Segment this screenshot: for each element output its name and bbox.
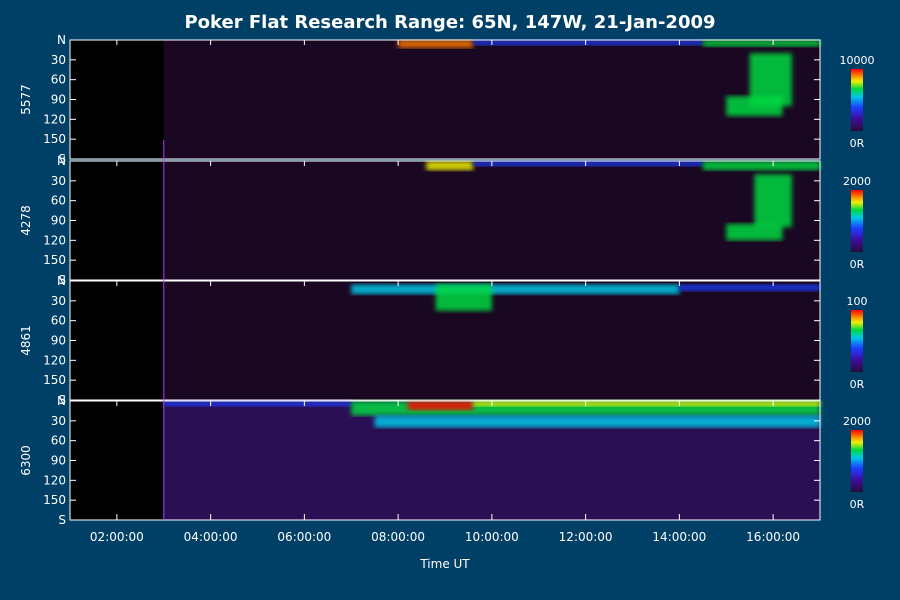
emission-feature bbox=[163, 401, 352, 407]
y-tick-label: 90 bbox=[51, 214, 66, 228]
y-tick-label: 120 bbox=[43, 353, 66, 367]
emission-feature bbox=[702, 161, 820, 171]
emission-feature bbox=[426, 161, 474, 171]
y-tick-label: 120 bbox=[43, 112, 66, 126]
x-tick-label: 06:00:00 bbox=[277, 530, 331, 544]
y-tick-label: 30 bbox=[51, 174, 66, 188]
emission-feature bbox=[473, 161, 703, 167]
panel-4861: N 30 60 90 120 150 S 4861 bbox=[19, 274, 821, 407]
panel-6300: N 30 60 90 120 150 S 6300 bbox=[19, 394, 821, 527]
panel-ylabel: 4278 bbox=[19, 205, 33, 236]
colorbar-gradient bbox=[851, 430, 863, 492]
y-tick-label: 120 bbox=[43, 473, 66, 487]
colorbar-4861: 100 0R bbox=[847, 295, 868, 391]
y-tick-label: S bbox=[58, 393, 66, 407]
panel-5577: N 30 60 90 120 150 S 5577 bbox=[19, 33, 821, 166]
emission-feature bbox=[726, 223, 783, 241]
y-tick-label: 30 bbox=[51, 294, 66, 308]
y-tick-label: N bbox=[57, 154, 66, 168]
y-tick-label: 30 bbox=[51, 414, 66, 428]
colorbar-6300: 2000 0R bbox=[843, 415, 871, 511]
emission-feature bbox=[754, 174, 792, 228]
y-tick-label: 30 bbox=[51, 53, 66, 67]
panel-ylabel: 5577 bbox=[19, 84, 33, 115]
colorbar-max-label: 2000 bbox=[843, 175, 871, 188]
y-tick-label: 150 bbox=[43, 373, 66, 387]
colorbar-gradient bbox=[851, 310, 863, 372]
emission-feature bbox=[679, 284, 820, 291]
y-tick-label: 90 bbox=[51, 93, 66, 107]
y-tick-label: N bbox=[57, 33, 66, 47]
y-tick-label: 60 bbox=[51, 434, 66, 448]
emission-feature bbox=[351, 284, 680, 295]
chart-title: Poker Flat Research Range: 65N, 147W, 21… bbox=[184, 12, 715, 33]
y-tick-label: N bbox=[57, 394, 66, 408]
y-tick-label: 150 bbox=[43, 253, 66, 267]
colorbar-max-label: 100 bbox=[847, 295, 868, 308]
emission-feature bbox=[435, 284, 492, 311]
y-tick-label: S bbox=[58, 513, 66, 527]
panel-faint-emission bbox=[163, 161, 820, 280]
emission-feature bbox=[726, 96, 783, 117]
panel-4278: N 30 60 90 120 150 S 4278 bbox=[19, 154, 821, 287]
emission-feature bbox=[398, 40, 474, 48]
x-tick-label: 14:00:00 bbox=[652, 530, 706, 544]
x-tick-label: 10:00:00 bbox=[465, 530, 519, 544]
colorbar-5577: 10000 0R bbox=[840, 54, 875, 150]
colorbar-min-label: 0R bbox=[850, 378, 865, 391]
x-tick-label: 02:00:00 bbox=[90, 530, 144, 544]
emission-feature bbox=[702, 40, 820, 47]
y-tick-label: 120 bbox=[43, 233, 66, 247]
panel-ylabel: 4861 bbox=[19, 325, 33, 356]
y-tick-label: S bbox=[58, 152, 66, 166]
y-tick-label: 60 bbox=[51, 73, 66, 87]
panel-ylabel: 6300 bbox=[19, 445, 33, 476]
colorbar-gradient bbox=[851, 190, 863, 252]
colorbar-min-label: 0R bbox=[850, 498, 865, 511]
y-tick-label: 90 bbox=[51, 454, 66, 468]
emission-feature bbox=[473, 40, 703, 46]
y-tick-label: 60 bbox=[51, 194, 66, 208]
x-axis: 02:00:00 04:00:00 06:00:00 08:00:00 10:00:00… bbox=[90, 40, 800, 544]
colorbar-gradient bbox=[851, 69, 863, 131]
emission-feature bbox=[473, 401, 820, 407]
y-tick-label: 150 bbox=[43, 493, 66, 507]
y-tick-label: N bbox=[57, 274, 66, 288]
colorbar-max-label: 10000 bbox=[840, 54, 875, 67]
emission-feature bbox=[407, 401, 474, 411]
y-tick-label: 150 bbox=[43, 132, 66, 146]
panels: N 30 60 90 120 150 S 5577 N 30 60 90 120 150 S 4278 N 30 6… bbox=[19, 33, 821, 527]
x-tick-label: 16:00:00 bbox=[746, 530, 800, 544]
y-tick-label: 90 bbox=[51, 334, 66, 348]
colorbars: 10000 0R 2000 0R 100 0R 2000 0R bbox=[840, 54, 875, 511]
x-tick-label: 12:00:00 bbox=[559, 530, 613, 544]
colorbar-min-label: 0R bbox=[850, 137, 865, 150]
x-axis-label: Time UT bbox=[419, 557, 470, 571]
y-tick-label: S bbox=[58, 273, 66, 287]
colorbar-max-label: 2000 bbox=[843, 415, 871, 428]
colorbar-4278: 2000 0R bbox=[843, 175, 871, 271]
y-tick-label: 60 bbox=[51, 314, 66, 328]
colorbar-min-label: 0R bbox=[850, 258, 865, 271]
x-tick-label: 08:00:00 bbox=[371, 530, 425, 544]
panel-faint-emission bbox=[163, 40, 820, 159]
x-tick-label: 04:00:00 bbox=[184, 530, 238, 544]
emission-feature bbox=[374, 415, 820, 428]
